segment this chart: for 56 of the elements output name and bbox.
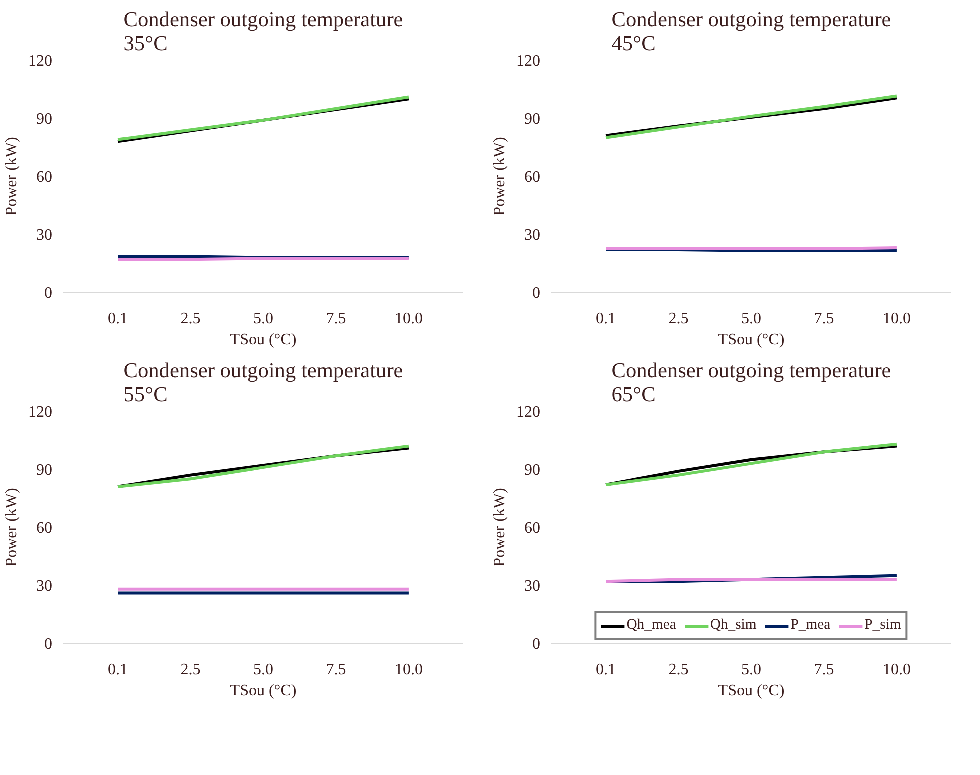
legend-label: P_mea bbox=[790, 617, 831, 634]
x-tick-label: 0.1 bbox=[108, 662, 128, 678]
x-tick-label: 5.0 bbox=[254, 662, 274, 678]
y-tick-label: 90 bbox=[524, 111, 540, 128]
x-tick-label: 5.0 bbox=[254, 310, 274, 328]
y-tick-label: 90 bbox=[36, 462, 52, 479]
x-tick-label: 10.0 bbox=[882, 662, 911, 678]
x-tick-label: 10.0 bbox=[394, 310, 423, 328]
chart-title: Condenser outgoing temperature 45°C bbox=[612, 8, 892, 56]
y-axis-title: Power (kW) bbox=[4, 137, 20, 216]
y-axis-title: Power (kW) bbox=[492, 488, 508, 567]
x-tick-label: 5.0 bbox=[742, 662, 762, 678]
x-axis-title: TSou (°C) bbox=[230, 332, 297, 348]
x-axis-title: TSou (°C) bbox=[718, 332, 785, 348]
y-tick-label: 120 bbox=[28, 404, 52, 421]
y-tick-label: 90 bbox=[36, 111, 52, 128]
x-tick-label: 0.1 bbox=[596, 662, 616, 678]
y-tick-label: 60 bbox=[36, 169, 52, 186]
x-tick-label: 0.1 bbox=[596, 310, 616, 328]
x-tick-label: 0.1 bbox=[108, 310, 128, 328]
y-tick-label: 60 bbox=[524, 169, 540, 186]
y-tick-label: 30 bbox=[524, 227, 540, 244]
y-tick-label: 30 bbox=[36, 578, 52, 595]
x-tick-label: 7.5 bbox=[326, 310, 346, 328]
y-tick-label: 120 bbox=[28, 53, 52, 70]
y-tick-label: 90 bbox=[524, 462, 540, 479]
chart-title: Condenser outgoing temperature 35°C bbox=[124, 8, 404, 56]
legend-label: P_sim bbox=[864, 617, 902, 634]
y-tick-label: 0 bbox=[532, 285, 540, 302]
x-axis-title: TSou (°C) bbox=[230, 682, 297, 700]
x-tick-label: 10.0 bbox=[394, 662, 423, 678]
x-tick-label: 2.5 bbox=[668, 662, 689, 678]
y-tick-label: 30 bbox=[36, 227, 52, 244]
chart-title: Condenser outgoing temperature 65°C bbox=[612, 358, 892, 406]
x-tick-label: 2.5 bbox=[180, 310, 201, 328]
y-axis-title: Power (kW) bbox=[492, 137, 508, 216]
legend-label: Qh_sim bbox=[710, 617, 757, 634]
y-tick-label: 0 bbox=[532, 636, 540, 653]
x-tick-label: 7.5 bbox=[814, 662, 834, 678]
x-tick-label: 7.5 bbox=[814, 310, 834, 328]
x-tick-label: 2.5 bbox=[180, 662, 201, 678]
x-tick-label: 5.0 bbox=[742, 310, 762, 328]
x-axis-title: TSou (°C) bbox=[718, 682, 785, 700]
y-tick-label: 120 bbox=[516, 404, 540, 421]
y-tick-label: 30 bbox=[524, 578, 540, 595]
legend-label: Qh_mea bbox=[626, 617, 676, 634]
x-tick-label: 2.5 bbox=[668, 310, 689, 328]
y-tick-label: 60 bbox=[36, 520, 52, 537]
y-tick-label: 0 bbox=[44, 636, 52, 653]
x-tick-label: 10.0 bbox=[882, 310, 911, 328]
y-tick-label: 60 bbox=[524, 520, 540, 537]
y-tick-label: 120 bbox=[516, 53, 540, 70]
y-axis-title: Power (kW) bbox=[4, 488, 20, 567]
chart-title: Condenser outgoing temperature 55°C bbox=[124, 358, 404, 406]
x-tick-label: 7.5 bbox=[326, 662, 346, 678]
y-tick-label: 0 bbox=[44, 285, 52, 302]
